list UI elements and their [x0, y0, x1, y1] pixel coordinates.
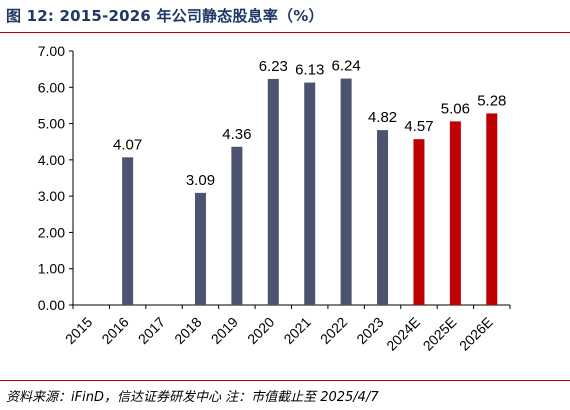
y-tick-label: 7.00: [38, 43, 65, 59]
bar-2022: [340, 78, 352, 305]
y-tick-label: 0.00: [38, 297, 65, 313]
x-tick-label: 2026E: [456, 314, 496, 354]
x-tick-label: 2025E: [420, 314, 460, 354]
y-tick-label: 5.00: [38, 116, 65, 132]
bar-2024E: [413, 139, 425, 305]
x-tick-label: 2020: [244, 314, 277, 347]
bar-series: [122, 78, 498, 305]
y-tick-label: 4.00: [38, 152, 65, 168]
data-label: 4.36: [222, 126, 251, 143]
data-label: 3.09: [186, 172, 215, 189]
bar-2025E: [449, 121, 461, 305]
x-tick-label: 2016: [98, 314, 131, 347]
bar-2020: [267, 78, 279, 305]
figure-title: 图 12: 2015-2026 年公司静态股息率（%）: [6, 7, 324, 25]
y-tick-label: 3.00: [38, 188, 65, 204]
x-tick-label: 2021: [280, 314, 313, 347]
x-tick-label: 2022: [317, 314, 350, 347]
data-label: 6.24: [332, 58, 361, 75]
bar-chart: 0.001.002.003.004.005.006.007.00 2015 201…: [38, 43, 511, 354]
x-tick-label: 2015: [62, 314, 95, 347]
data-label: 6.13: [295, 62, 324, 79]
data-label: 4.07: [113, 136, 142, 153]
bar-2016: [122, 157, 134, 305]
bar-2018: [194, 192, 206, 305]
data-labels: 4.07 3.09 4.36 6.23 6.13 6.24 4.82 4.57 5.06 5.28: [113, 58, 506, 189]
data-label: 6.23: [259, 58, 288, 75]
x-tick-label: 2023: [353, 314, 386, 347]
x-axis: 2015 2016 2017 2018 2019 2020 2021 2022 20232024…: [62, 304, 511, 354]
x-tick-label: 2018: [171, 314, 204, 347]
y-tick-label: 6.00: [38, 79, 65, 95]
figure-header: 图 12: 2015-2026 年公司静态股息率（%）: [0, 0, 570, 33]
data-label: 4.57: [404, 118, 433, 135]
x-tick-label: 2019: [208, 314, 241, 347]
x-tick-label: 2017: [135, 314, 168, 347]
figure-footer: 资料来源：iFinD，信达证券研发中心 注：市值截止至 2025/4/7: [0, 380, 570, 410]
data-label: 5.06: [441, 100, 470, 117]
source-note: 资料来源：iFinD，信达证券研发中心 注：市值截止至 2025/4/7: [6, 390, 379, 405]
y-tick-label: 2.00: [38, 224, 65, 240]
y-axis: 0.00 1.00 2.00 3.00 4.00 5.00 6.00 7.00: [38, 43, 74, 313]
bar-2019: [231, 146, 243, 305]
bar-2021: [304, 82, 316, 305]
data-label: 4.82: [368, 109, 397, 126]
y-tick-label: 1.00: [38, 261, 65, 277]
data-label: 5.28: [477, 92, 506, 109]
bar-2026E: [486, 113, 498, 305]
bar-2023: [377, 130, 389, 305]
x-tick-label: 2024E: [383, 314, 423, 354]
